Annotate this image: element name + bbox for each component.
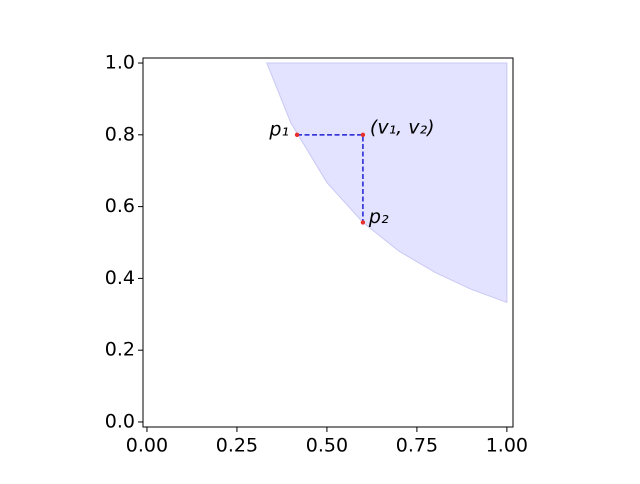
x-tick-label: 0.25 (216, 435, 258, 457)
point-label: p₁ (268, 118, 289, 140)
y-tick-label: 0.2 (105, 339, 135, 361)
y-tick-label: 1.0 (105, 52, 135, 74)
y-tick-label: 0.0 (105, 410, 135, 432)
y-tick-label: 0.8 (105, 123, 135, 145)
x-tick-label: 0.00 (126, 435, 168, 457)
point-label: (v₁, v₂) (370, 116, 435, 138)
point (360, 132, 366, 138)
plot-frame (142, 57, 514, 428)
dashed-path (297, 134, 364, 223)
y-tick-label: 0.4 (105, 267, 135, 289)
x-tick-label: 1.00 (486, 435, 528, 457)
x-tick-label: 0.75 (396, 435, 438, 457)
point-label: p₂ (368, 206, 389, 228)
region (266, 62, 508, 304)
point (294, 132, 300, 138)
y-tick-label: 0.6 (105, 195, 135, 217)
point (360, 220, 366, 225)
x-tick-label: 0.50 (306, 435, 348, 457)
